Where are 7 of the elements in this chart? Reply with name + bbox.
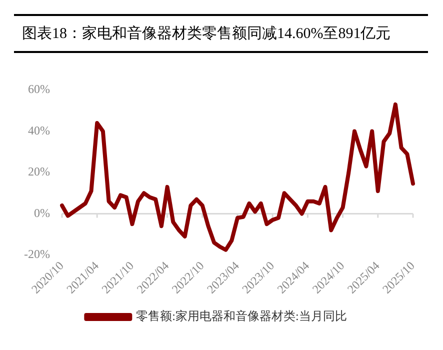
y-tick-label: 60% <box>28 82 50 96</box>
legend-label: 零售额:家用电器和音像器材类:当月同比 <box>136 309 347 324</box>
y-tick-label: 0% <box>34 206 50 220</box>
y-tick-label: -20% <box>24 247 50 262</box>
chart-title: 图表18：家电和音像器材类零售额同减14.60%至891亿元 <box>14 14 428 53</box>
y-tick-label: 40% <box>28 123 50 138</box>
y-tick-label: 20% <box>28 164 50 179</box>
